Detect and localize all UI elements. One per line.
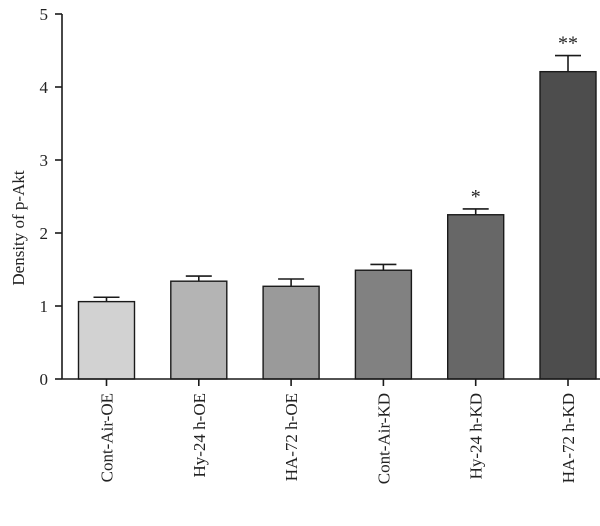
x-tick-label-0: Cont-Air-OE — [98, 393, 117, 482]
bar-hy-24-h-oe — [170, 280, 228, 380]
significance-label-5: ** — [558, 33, 578, 55]
y-axis-title: Density of p-Akt — [9, 170, 28, 285]
y-tick-label-1: 1 — [40, 297, 49, 316]
bar-ha-72-h-oe — [262, 285, 320, 380]
y-tick-label-2: 2 — [40, 224, 49, 243]
y-tick-label-5: 5 — [40, 5, 49, 24]
x-tick-label-4: Hy-24 h-KD — [467, 393, 486, 479]
x-tick-label-1: Hy-24 h-OE — [190, 393, 209, 478]
bar-ha-72-h-kd — [539, 70, 597, 380]
x-tick-label-2: HA-72 h-OE — [282, 393, 301, 481]
bar-hy-24-h-kd — [447, 214, 505, 380]
bar-cont-air-oe — [77, 300, 136, 380]
y-axis-title-group: Density of p-Akt — [9, 170, 28, 285]
y-tick-label-4: 4 — [40, 78, 49, 97]
y-tick-label-0: 0 — [40, 370, 49, 389]
bar-cont-air-kd — [354, 269, 413, 380]
x-tick-label-3: Cont-Air-KD — [374, 393, 393, 484]
significance-label-4: * — [471, 186, 481, 208]
x-tick-label-5: HA-72 h-KD — [559, 393, 578, 483]
y-tick-label-3: 3 — [40, 151, 49, 170]
